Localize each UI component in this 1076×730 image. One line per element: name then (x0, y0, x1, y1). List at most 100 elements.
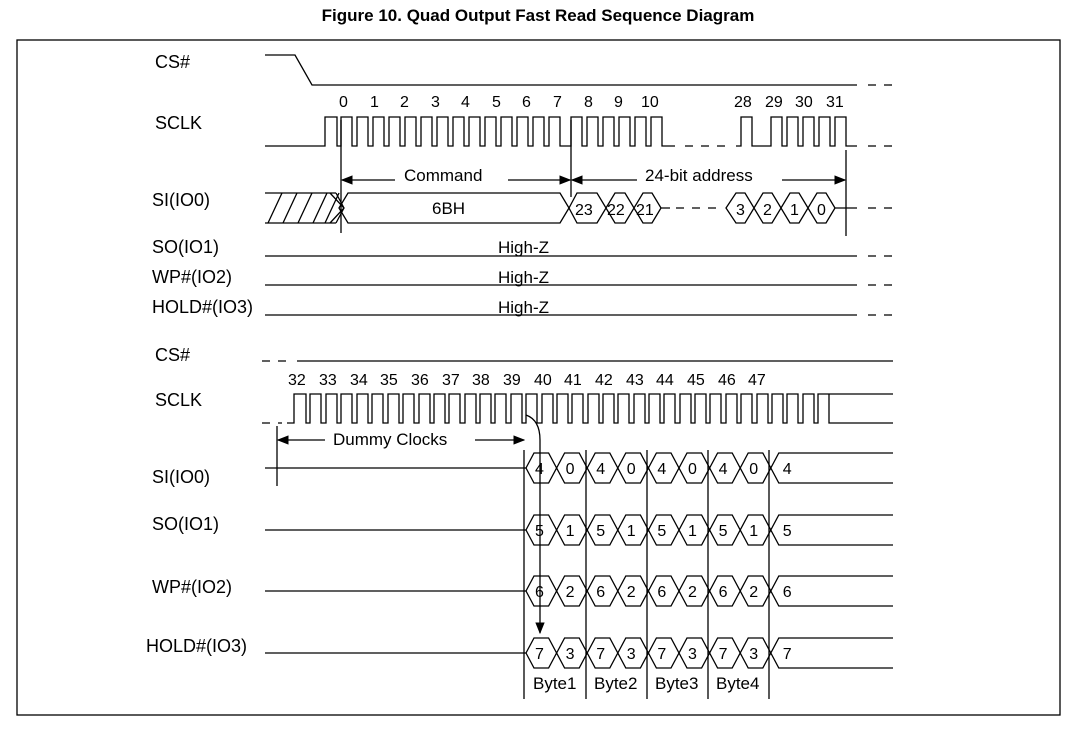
clock-number: 35 (380, 372, 398, 389)
clock-number: 5 (492, 94, 501, 111)
hold-highz-label: High-Z (498, 298, 549, 317)
si-command-box (329, 192, 345, 224)
io-bus-edge (525, 452, 893, 470)
top-label-so: SO(IO1) (152, 237, 219, 257)
command-label: Command (404, 166, 482, 185)
clock-number: 3 (431, 94, 440, 111)
si-address-bus (568, 192, 670, 224)
si-addr-bit: 3 (736, 202, 745, 219)
so-data-bit: 5 (783, 523, 792, 540)
wp-data-bit: 2 (688, 584, 697, 601)
si-addr-bit: 2 (763, 202, 772, 219)
hold-data-bit: 3 (566, 646, 575, 663)
hold-data-bit: 3 (688, 646, 697, 663)
bottom-label-wp: WP#(IO2) (152, 577, 232, 597)
io-bus-edge (525, 589, 893, 607)
clock-number: 8 (584, 94, 593, 111)
clock-number: 34 (350, 372, 368, 389)
so-highz-label: High-Z (498, 238, 549, 257)
clock-number: 37 (442, 372, 460, 389)
so-data-bit: 5 (719, 523, 728, 540)
clock-number: 10 (641, 94, 659, 111)
so-data-bit: 1 (627, 523, 636, 540)
top-cs-waveform (265, 54, 857, 86)
top-label-cs: CS# (155, 52, 190, 72)
clock-number: 36 (411, 372, 429, 389)
top-label-sclk: SCLK (155, 113, 202, 133)
clock-number: 38 (472, 372, 490, 389)
figure-title: Figure 10. Quad Output Fast Read Sequenc… (321, 6, 755, 25)
wp-data-bit: 6 (719, 584, 728, 601)
si-addr-bit: 22 (607, 202, 625, 219)
bottom-sclk-waveform (287, 393, 893, 424)
top-label-wp: WP#(IO2) (152, 267, 232, 287)
so-data-bit: 1 (749, 523, 758, 540)
clock-number: 30 (795, 94, 813, 111)
bottom-clock-numbers: 32 33 34 35 36 37 38 39 40 41 42 43 44 4… (288, 372, 766, 389)
si-data-bit: 4 (783, 461, 792, 478)
clock-number: 47 (748, 372, 766, 389)
clock-number: 40 (534, 372, 552, 389)
io-bus-edge (525, 528, 893, 546)
hold-data-bit: 7 (719, 646, 728, 663)
si-addr-bit: 23 (575, 202, 593, 219)
si-addr-bit: 21 (636, 202, 654, 219)
si-address-bus-end (725, 192, 857, 224)
clock-number: 0 (339, 94, 348, 111)
wp-data-bit: 2 (566, 584, 575, 601)
si-data-bit: 4 (596, 461, 605, 478)
bottom-label-cs: CS# (155, 345, 190, 365)
byte-label: Byte1 (533, 674, 576, 693)
wp-highz-label: High-Z (498, 268, 549, 287)
clock-number: 33 (319, 372, 337, 389)
clock-number: 1 (370, 94, 379, 111)
wp-data-bit: 6 (596, 584, 605, 601)
clock-number: 39 (503, 372, 521, 389)
clock-number: 32 (288, 372, 306, 389)
si-data-bit: 0 (688, 461, 697, 478)
so-data-bit: 5 (657, 523, 666, 540)
clock-number: 42 (595, 372, 613, 389)
clock-number: 9 (614, 94, 623, 111)
si-addr-bit: 0 (817, 202, 826, 219)
top-sclk-waveform-end (736, 116, 857, 147)
clock-number: 6 (522, 94, 531, 111)
so-data-bit: 1 (688, 523, 697, 540)
wp-data-bit: 2 (627, 584, 636, 601)
top-sclk-waveform (265, 116, 675, 147)
io-bus-edge (525, 514, 893, 532)
io-bus-edge (525, 651, 893, 669)
hold-data-bit: 3 (749, 646, 758, 663)
byte-label: Byte3 (655, 674, 698, 693)
si-dont-care-hatch (265, 192, 340, 224)
si-data-bit: 0 (749, 461, 758, 478)
clock-number: 31 (826, 94, 844, 111)
wp-data-bit: 6 (657, 584, 666, 601)
hold-data-bit: 3 (627, 646, 636, 663)
diagram-frame (16, 39, 1061, 716)
io-data-rows: 4 0 4 0 4 0 4 0 4 5 1 5 1 5 1 5 1 5 6 2 6 2 6 2 6 2 6 7 3 7 3 7 3 7 3 7 (265, 452, 893, 669)
wp-data-bit: 6 (783, 584, 792, 601)
io-bus-edge (525, 575, 893, 593)
clock-number: 2 (400, 94, 409, 111)
si-data-bit: 0 (627, 461, 636, 478)
hold-data-bit: 7 (657, 646, 666, 663)
clock-number: 4 (461, 94, 470, 111)
address-label: 24-bit address (645, 166, 753, 185)
clock-number: 44 (656, 372, 674, 389)
wp-data-bit: 6 (535, 584, 544, 601)
bottom-label-so: SO(IO1) (152, 514, 219, 534)
si-data-bit: 4 (535, 461, 544, 478)
top-clock-numbers: 0 1 2 3 4 5 6 7 8 9 10 28 29 30 31 (339, 94, 844, 111)
top-label-si: SI(IO0) (152, 190, 210, 210)
so-data-bit: 1 (566, 523, 575, 540)
byte-label: Byte2 (594, 674, 637, 693)
clock-number: 7 (553, 94, 562, 111)
byte-label: Byte4 (716, 674, 759, 693)
clock-number: 29 (765, 94, 783, 111)
clock-number: 46 (718, 372, 736, 389)
clock-to-data-arrow (525, 414, 545, 635)
si-data-bit: 0 (566, 461, 575, 478)
dummy-clocks-label: Dummy Clocks (333, 430, 447, 449)
